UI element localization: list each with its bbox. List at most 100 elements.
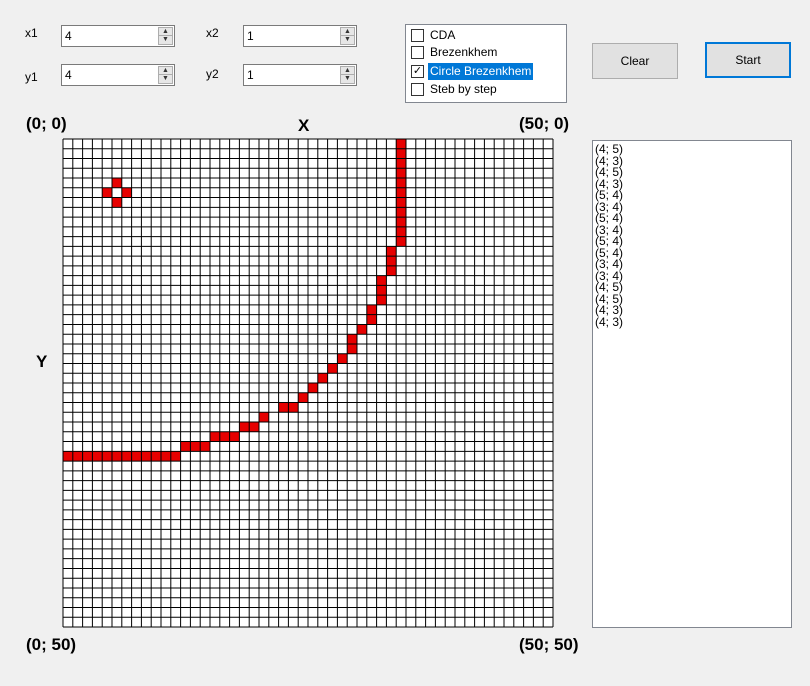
filled-pixel [396, 139, 406, 149]
corner-label-bottom-left: (0; 50) [26, 635, 77, 654]
x2-value: 1 [247, 29, 254, 43]
y1-spinner[interactable]: ▲ ▼ [158, 66, 173, 84]
checkbox-icon[interactable]: ✓ [411, 65, 424, 78]
list-item[interactable]: (5; 4) [595, 211, 624, 225]
output-listbox[interactable]: (4; 5) (4; 3) (4; 5) (4; 3) (5; 4) (3; 4) (5; … [592, 140, 792, 628]
filled-pixel [161, 451, 171, 462]
algorithm-item-label: Steb by step [430, 82, 497, 96]
x1-input[interactable]: 4 ▲ ▼ [61, 25, 175, 47]
x1-spinner[interactable]: ▲ ▼ [158, 27, 173, 45]
y1-up-arrow-icon[interactable]: ▲ [159, 67, 172, 75]
filled-pixel [63, 451, 73, 462]
list-item[interactable]: (4; 3) [595, 314, 624, 329]
y1-label: y1 [25, 70, 38, 84]
algorithm-item-circle-brezenkhem[interactable]: ✓ Circle Brezenkhem [408, 63, 564, 80]
x-axis-label: X [298, 116, 310, 135]
filled-pixel [229, 431, 240, 442]
x2-spinner[interactable]: ▲ ▼ [340, 27, 355, 45]
filled-pixel [239, 422, 250, 432]
filled-pixel [102, 187, 112, 198]
filled-pixel [298, 392, 308, 403]
corner-label-bottom-right: (50; 50) [519, 635, 579, 654]
y2-down-arrow-icon[interactable]: ▼ [344, 75, 351, 82]
algorithm-item-label: CDA [430, 28, 456, 42]
list-item[interactable]: (3; 4) [595, 199, 624, 214]
filled-pixel [210, 431, 220, 442]
filled-pixel [366, 304, 377, 315]
corner-label-top-right: (50; 0) [519, 114, 570, 133]
x1-down-arrow-icon[interactable]: ▼ [162, 36, 169, 43]
list-item[interactable]: (4; 5) [595, 142, 624, 156]
filled-pixel [396, 158, 406, 169]
list-item[interactable]: (4; 3) [595, 153, 624, 168]
corner-label-top-left: (0; 0) [26, 114, 67, 133]
checkbox-icon[interactable] [411, 46, 424, 59]
y1-value: 4 [65, 68, 72, 82]
x2-input[interactable]: 1 ▲ ▼ [243, 25, 357, 47]
filled-pixel [131, 451, 142, 462]
x1-up-arrow-icon[interactable]: ▲ [159, 28, 172, 36]
x2-label: x2 [206, 26, 219, 40]
y2-up-arrow-icon[interactable]: ▲ [341, 67, 354, 75]
y-axis-label: Y [36, 352, 48, 371]
filled-pixel [180, 441, 191, 452]
filled-pixel [151, 451, 161, 462]
filled-pixel [396, 217, 406, 227]
checkbox-icon[interactable] [411, 83, 424, 96]
algorithm-item-cda[interactable]: CDA [408, 27, 564, 44]
list-item[interactable]: (5; 4) [595, 245, 624, 260]
y2-label: y2 [206, 67, 219, 81]
list-item[interactable]: (4; 5) [595, 165, 624, 179]
filled-pixel [190, 441, 201, 452]
list-item[interactable]: (4; 3) [595, 303, 624, 317]
filled-pixel [396, 197, 406, 208]
filled-pixel [376, 295, 387, 305]
clear-button[interactable]: Clear [592, 43, 678, 79]
filled-pixel [112, 451, 122, 462]
filled-pixel [396, 148, 406, 159]
filled-pixel [112, 178, 122, 188]
algorithm-checklist[interactable]: CDA Brezenkhem ✓ Circle Brezenkhem Steb … [405, 24, 567, 103]
list-item[interactable]: (4; 5) [595, 291, 624, 306]
filled-pixel [102, 451, 112, 462]
filled-pixel [347, 334, 357, 344]
filled-pixel [72, 451, 83, 462]
filled-pixel [386, 246, 397, 257]
filled-pixel [396, 226, 406, 237]
list-item[interactable]: (3; 4) [595, 222, 624, 237]
y1-input[interactable]: 4 ▲ ▼ [61, 64, 175, 86]
filled-pixel [121, 187, 132, 198]
filled-pixel [288, 402, 299, 413]
x1-value: 4 [65, 29, 72, 43]
filled-pixel [249, 422, 259, 432]
x2-down-arrow-icon[interactable]: ▼ [344, 36, 351, 43]
list-item[interactable]: (3; 4) [595, 257, 624, 271]
grid-lines [62, 138, 554, 628]
filled-pixel [376, 275, 387, 286]
start-button[interactable]: Start [705, 42, 791, 78]
y2-input[interactable]: 1 ▲ ▼ [243, 64, 357, 86]
filled-pixel [259, 412, 269, 423]
list-item[interactable]: (5; 4) [595, 234, 624, 248]
pixel-grid-canvas[interactable] [62, 138, 554, 628]
filled-pixel [337, 353, 348, 364]
list-item[interactable]: (4; 5) [595, 280, 624, 294]
algorithm-item-brezenkhem[interactable]: Brezenkhem [408, 44, 564, 61]
algorithm-item-step-by-step[interactable]: Steb by step [408, 81, 564, 98]
list-item[interactable]: (3; 4) [595, 268, 624, 283]
y2-value: 1 [247, 68, 254, 82]
x1-label: x1 [25, 26, 38, 40]
filled-pixel [308, 383, 318, 393]
list-item[interactable]: (5; 4) [595, 188, 624, 202]
filled-pixel [327, 363, 338, 374]
checkbox-icon[interactable] [411, 29, 424, 42]
filled-pixel [219, 431, 230, 442]
x2-up-arrow-icon[interactable]: ▲ [341, 28, 354, 36]
list-item[interactable]: (4; 3) [595, 176, 624, 191]
filled-pixel [141, 451, 152, 462]
filled-pixel [366, 314, 377, 325]
y1-down-arrow-icon[interactable]: ▼ [162, 75, 169, 82]
filled-pixel [347, 343, 357, 354]
filled-pixel [396, 168, 406, 179]
y2-spinner[interactable]: ▲ ▼ [340, 66, 355, 84]
